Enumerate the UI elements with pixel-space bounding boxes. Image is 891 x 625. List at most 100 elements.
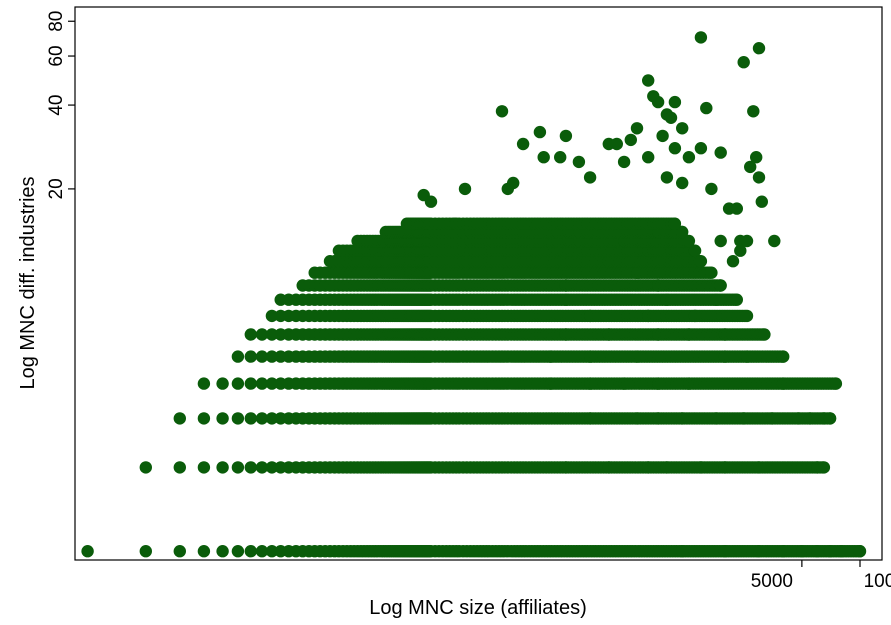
data-point xyxy=(682,234,696,248)
data-point xyxy=(216,545,229,558)
plot-frame xyxy=(74,6,883,561)
data-point xyxy=(694,31,708,44)
x-axis-ticks: 5000 10000 xyxy=(751,560,891,592)
data-point xyxy=(255,350,269,363)
data-point xyxy=(537,151,550,164)
data-point xyxy=(216,412,229,425)
data-point xyxy=(668,95,682,109)
data-point xyxy=(768,234,781,248)
data-point xyxy=(829,377,843,390)
x-tick-label: 5000 xyxy=(751,571,793,592)
data-point xyxy=(734,244,747,257)
data-point xyxy=(265,377,279,390)
data-point xyxy=(173,461,186,474)
data-point xyxy=(726,255,740,268)
data-point xyxy=(231,545,245,558)
data-point xyxy=(265,412,279,425)
data-point xyxy=(617,155,631,169)
data-point xyxy=(668,142,682,155)
data-point xyxy=(642,151,655,164)
data-point xyxy=(694,255,708,268)
data-point xyxy=(559,129,573,143)
data-point xyxy=(642,74,655,87)
data-point xyxy=(265,461,279,474)
data-point xyxy=(173,412,186,425)
y-axis-title: Log MNC diff. industries xyxy=(17,176,39,389)
data-point xyxy=(139,461,152,474)
data-point xyxy=(81,545,94,558)
data-point xyxy=(688,244,702,257)
data-point xyxy=(853,545,867,558)
data-point xyxy=(139,545,152,558)
data-point xyxy=(752,42,766,55)
data-point xyxy=(516,137,530,151)
data-point xyxy=(244,545,257,558)
y-axis-ticks: 20 40 60 80 xyxy=(46,11,75,199)
data-point xyxy=(777,350,790,363)
data-point xyxy=(624,133,637,147)
data-point xyxy=(740,309,754,323)
data-point xyxy=(714,234,727,248)
data-point xyxy=(231,412,245,425)
data-point xyxy=(676,176,689,190)
data-point xyxy=(610,137,623,151)
data-point xyxy=(750,151,763,164)
data-point xyxy=(255,461,269,474)
data-point xyxy=(758,328,771,341)
data-point xyxy=(533,125,547,139)
data-point xyxy=(660,171,674,184)
data-point xyxy=(694,142,708,155)
data-point xyxy=(244,328,257,341)
data-point xyxy=(744,160,757,174)
data-point xyxy=(817,461,831,474)
data-point xyxy=(572,155,586,169)
data-point xyxy=(255,412,269,425)
data-point xyxy=(265,350,279,363)
x-axis-title: Log MNC size (affiliates) xyxy=(369,597,586,619)
data-point xyxy=(244,412,257,425)
data-point xyxy=(554,151,567,164)
data-point xyxy=(740,234,754,248)
data-point xyxy=(244,350,257,363)
data-point xyxy=(705,266,718,279)
y-tick-label: 80 xyxy=(46,11,67,32)
data-point xyxy=(823,412,837,425)
data-point xyxy=(752,171,766,184)
x-tick-label: 10000 xyxy=(864,571,891,592)
data-point xyxy=(216,461,229,474)
data-point xyxy=(664,111,678,125)
data-point xyxy=(747,105,760,118)
data-point xyxy=(730,293,743,306)
data-point xyxy=(458,182,472,196)
data-point xyxy=(197,461,211,474)
data-point xyxy=(197,545,211,558)
data-point xyxy=(651,95,665,109)
data-point xyxy=(216,377,229,390)
data-point xyxy=(656,129,669,143)
data-point xyxy=(173,545,186,558)
data-point xyxy=(682,151,696,164)
data-point xyxy=(495,105,509,118)
y-tick-label: 60 xyxy=(46,45,67,66)
data-point xyxy=(630,122,644,135)
data-point xyxy=(197,377,211,390)
data-point xyxy=(255,377,269,390)
data-point xyxy=(507,176,520,190)
data-point xyxy=(265,545,279,558)
data-point xyxy=(265,328,279,341)
y-tick-label: 20 xyxy=(46,178,67,199)
data-point xyxy=(676,225,689,239)
data-point xyxy=(755,195,768,208)
data-point xyxy=(700,101,713,115)
data-point xyxy=(255,328,269,341)
data-point xyxy=(583,171,597,184)
data-point xyxy=(705,182,718,196)
data-point xyxy=(668,217,682,230)
data-point xyxy=(676,122,689,135)
data-point xyxy=(255,545,269,558)
data-point xyxy=(730,202,743,215)
data-point xyxy=(424,195,438,208)
data-point xyxy=(737,56,750,69)
data-point xyxy=(714,279,727,292)
